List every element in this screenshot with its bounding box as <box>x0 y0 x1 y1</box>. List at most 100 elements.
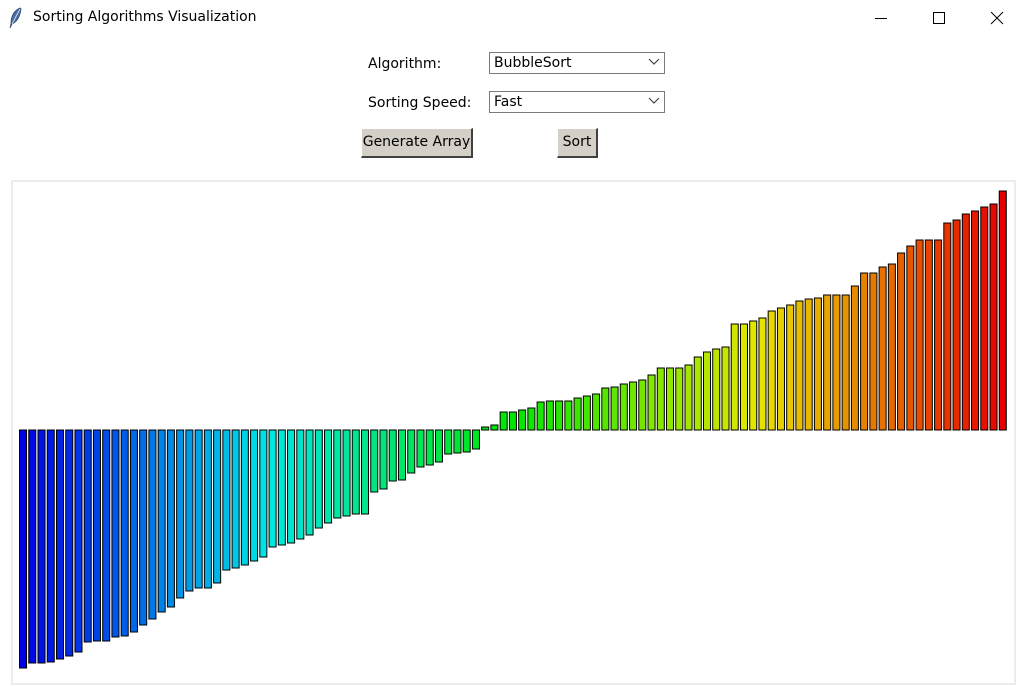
bar-74 <box>702 351 712 431</box>
bar-72 <box>684 364 693 431</box>
bar-38 <box>370 429 379 493</box>
bar-53 <box>508 411 517 431</box>
bar-47 <box>453 429 462 454</box>
bar-10 <box>111 429 120 638</box>
bar-75 <box>712 348 721 431</box>
bar-54 <box>518 409 527 431</box>
speed-select[interactable]: Fast <box>489 91 665 113</box>
bar-2 <box>37 429 46 664</box>
bar-18 <box>185 429 194 592</box>
bar-29 <box>287 429 296 544</box>
bar-51 <box>490 424 499 431</box>
bar-95 <box>897 252 906 431</box>
bar-34 <box>333 429 342 519</box>
bar-105 <box>989 203 998 431</box>
window-title: Sorting Algorithms Visualization <box>33 9 257 25</box>
bar-62 <box>592 393 601 431</box>
bar-57 <box>545 400 554 431</box>
bar-69 <box>656 367 665 431</box>
bar-32 <box>314 429 323 529</box>
bar-37 <box>360 429 370 515</box>
bar-104 <box>980 206 989 431</box>
maximize-button[interactable] <box>910 0 968 36</box>
bar-59 <box>564 400 573 431</box>
bar-71 <box>675 367 684 431</box>
bar-21 <box>213 429 222 584</box>
bar-6 <box>74 429 83 653</box>
bar-0 <box>19 429 28 669</box>
bar-7 <box>83 429 92 643</box>
bar-84 <box>795 300 804 431</box>
bar-28 <box>277 429 286 546</box>
bar-22 <box>222 429 231 571</box>
bar-100 <box>943 222 952 431</box>
bar-11 <box>120 429 129 637</box>
bar-16 <box>166 429 175 608</box>
bar-106 <box>998 190 1007 431</box>
visualization-canvas <box>11 180 1016 685</box>
chevron-down-icon[interactable] <box>648 97 660 105</box>
sort-button[interactable]: Sort <box>557 128 598 158</box>
bar-48 <box>462 429 471 453</box>
bar-15 <box>157 429 166 613</box>
bar-81 <box>767 310 776 431</box>
bar-27 <box>268 429 277 548</box>
bar-26 <box>259 429 268 558</box>
close-icon <box>990 11 1004 25</box>
bar-68 <box>647 374 656 431</box>
bar-30 <box>296 429 305 540</box>
bar-101 <box>952 219 961 431</box>
bar-chart <box>19 190 1007 669</box>
bar-67 <box>638 379 647 431</box>
bar-87 <box>823 294 832 431</box>
bar-94 <box>887 263 896 431</box>
bar-55 <box>527 407 536 431</box>
bar-66 <box>629 381 638 431</box>
bar-3 <box>46 429 55 663</box>
bar-40 <box>388 429 397 482</box>
bar-39 <box>379 429 388 490</box>
chevron-down-icon[interactable] <box>648 58 660 66</box>
speed-select-value: Fast <box>494 94 523 110</box>
bar-35 <box>342 429 351 517</box>
bar-85 <box>804 298 813 431</box>
bar-45 <box>434 429 443 463</box>
bar-61 <box>582 395 591 431</box>
bar-88 <box>832 294 841 431</box>
algorithm-select[interactable]: BubbleSort <box>489 52 665 74</box>
bar-20 <box>203 429 212 589</box>
bar-49 <box>471 429 480 450</box>
algorithm-select-value: BubbleSort <box>494 55 572 71</box>
bar-96 <box>906 245 915 431</box>
speed-label: Sorting Speed: <box>368 95 472 111</box>
minimize-icon <box>875 18 887 19</box>
bar-98 <box>924 239 933 431</box>
generate-array-button[interactable]: Generate Array <box>361 128 473 158</box>
title-bar: Sorting Algorithms Visualization <box>0 0 1027 36</box>
bar-1 <box>28 429 37 664</box>
bar-42 <box>407 429 416 474</box>
bar-14 <box>148 429 157 620</box>
bar-64 <box>610 386 619 431</box>
bar-44 <box>425 429 434 466</box>
bar-43 <box>416 429 425 468</box>
minimize-button[interactable] <box>852 0 910 36</box>
close-button[interactable] <box>968 0 1026 36</box>
bar-9 <box>102 429 111 642</box>
algorithm-label: Algorithm: <box>368 56 442 72</box>
bar-58 <box>555 400 564 431</box>
bar-76 <box>721 346 730 431</box>
bar-99 <box>934 239 943 431</box>
bar-70 <box>666 367 675 431</box>
bar-86 <box>813 297 822 431</box>
bar-31 <box>305 429 314 536</box>
bar-60 <box>573 397 582 431</box>
bar-19 <box>194 429 203 589</box>
bar-83 <box>786 304 795 431</box>
bar-17 <box>176 429 185 599</box>
bar-13 <box>139 429 148 626</box>
bar-65 <box>619 383 628 431</box>
bar-5 <box>65 429 74 657</box>
bar-24 <box>240 429 249 566</box>
bar-23 <box>231 429 240 569</box>
